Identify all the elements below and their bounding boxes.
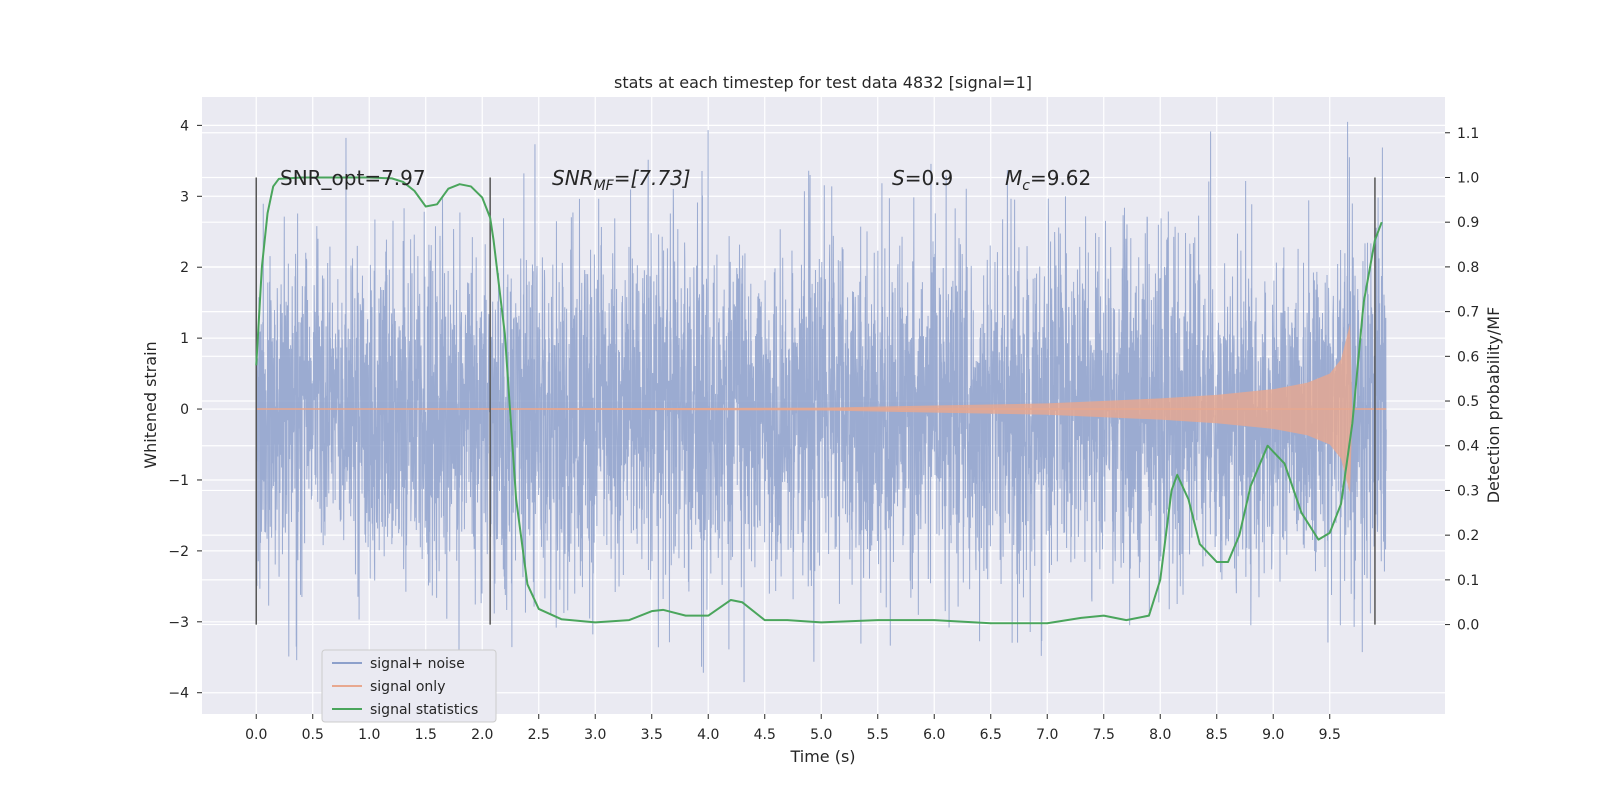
y-tick-label: 3 [180,189,189,205]
x-tick-label: 2.0 [471,727,493,743]
y2-tick-label: 1.0 [1457,170,1479,186]
annotation-snr-mf-label: SNR [552,166,594,190]
x-tick-label: 5.0 [810,727,832,743]
annotation-s-value: =0.9 [905,166,954,190]
y-axis-label: Whitened strain [141,341,160,468]
y-axis-right-label: Detection probability/MF [1484,307,1503,504]
series-signal-only [256,323,1387,495]
x-tick-label: 1.0 [358,727,380,743]
annotation-mc-value: =9.62 [1030,166,1091,190]
annotation-mc-label: M [1005,166,1022,190]
y-tick-label: −2 [168,544,189,560]
y-tick-label: 0 [180,402,189,418]
x-tick-label: 0.5 [302,727,324,743]
y2-tick-label: 0.0 [1457,618,1479,634]
x-axis: 0.0 0.5 1.0 1.5 2.0 2.5 3.0 3.5 4.0 4.5 5.0 5.5 6.0 6… [245,714,1341,743]
x-tick-label: 6.0 [923,727,945,743]
x-tick-label: 8.0 [1149,727,1171,743]
annotation-mc: Mc=9.62 [1005,166,1091,194]
y2-tick-label: 0.8 [1457,260,1479,276]
x-tick-label: 5.5 [867,727,889,743]
x-tick-label: 4.5 [754,727,776,743]
y2-tick-label: 0.2 [1457,528,1479,544]
legend-label-signal-statistics: signal statistics [370,702,478,718]
y2-tick-label: 0.6 [1457,349,1479,365]
y2-tick-label: 1.1 [1457,126,1479,142]
legend-label-signal-only: signal only [370,679,445,695]
x-tick-label: 6.5 [980,727,1002,743]
x-tick-label: 9.5 [1319,727,1341,743]
vertical-markers [255,177,1376,625]
y-tick-label: 1 [180,331,189,347]
x-tick-label: 3.0 [584,727,606,743]
y-tick-label: −3 [168,615,189,631]
x-tick-label: 4.0 [697,727,719,743]
annotation-snr-mf-value: =[7.73] [614,166,691,190]
x-tick-label: 0.0 [245,727,267,743]
chart-title: stats at each timestep for test data 483… [614,73,1032,92]
annotation-snr-mf: SNRMF=[7.73] [552,166,691,194]
y2-tick-label: 0.5 [1457,394,1479,410]
y2-tick-label: 0.3 [1457,483,1479,499]
x-tick-label: 8.5 [1206,727,1228,743]
signal-statistics-line [255,176,1383,625]
annotation-mc-sub: c [1022,178,1030,194]
annotation-snr-opt: SNR_opt=7.97 [280,166,426,190]
series-signal-noise [255,121,1387,683]
x-tick-label: 7.5 [1093,727,1115,743]
signal-noise-line [255,121,1387,683]
y2-tick-label: 0.4 [1457,439,1479,455]
y-tick-label: −1 [168,473,189,489]
y2-tick-label: 0.9 [1457,215,1479,231]
y-tick-label: −4 [168,686,189,702]
y-axis-right: 0.0 0.1 0.2 0.3 0.4 0.5 0.6 0.7 0.8 0.9 1.0 1.1 [1445,126,1479,634]
annotation-snr-mf-sub: MF [594,178,615,194]
y-tick-label: 4 [180,118,189,134]
y-axis-left: −4 −3 −2 −1 0 1 2 3 4 [168,118,202,702]
x-tick-label: 9.0 [1262,727,1284,743]
annotations: SNR_opt=7.97 SNRMF=[7.73] S=0.9 Mc=9.62 [280,166,1091,194]
legend-box [321,649,497,723]
y-tick-label: 2 [180,260,189,276]
x-tick-label: 3.5 [641,727,663,743]
annotation-s-label: S [892,166,905,190]
x-tick-label: 7.0 [1036,727,1058,743]
y2-tick-label: 0.1 [1457,573,1479,589]
annotation-s: S=0.9 [892,166,953,190]
legend-label-signal-noise: signal+ noise [370,656,465,672]
x-tick-label: 2.5 [528,727,550,743]
series-signal-statistics [255,176,1383,625]
legend: signal+ noise signal only signal statist… [321,649,497,723]
y2-tick-label: 0.7 [1457,305,1479,321]
x-tick-label: 1.5 [415,727,437,743]
x-axis-label: Time (s) [789,747,855,766]
